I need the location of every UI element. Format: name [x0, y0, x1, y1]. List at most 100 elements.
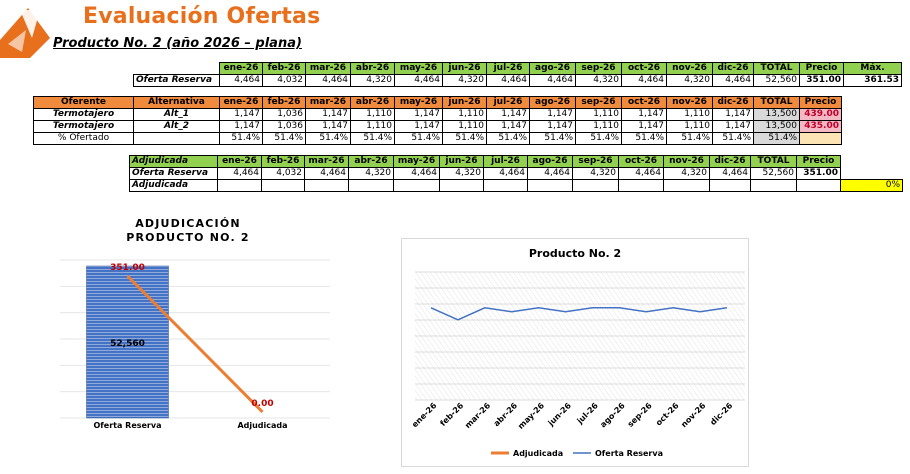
table-cell: 51.4% [486, 132, 530, 145]
page-title: Evaluación Ofertas [83, 4, 321, 29]
table-cell: 1,147 [394, 108, 443, 121]
month-header: jul-26 [483, 155, 528, 168]
month-header: ene-26 [219, 96, 263, 109]
table-row: Adjudicada 0% [129, 179, 903, 192]
price-header: Precio [799, 96, 842, 109]
month-header: abr-26 [348, 155, 394, 168]
month-header: sep-26 [572, 155, 619, 168]
x-tick-label: ago-26 [598, 401, 627, 430]
price-cell: 351.00 [799, 74, 844, 87]
table-cell [393, 179, 440, 192]
month-header: mar-26 [305, 62, 351, 75]
table-cell: 4,464 [621, 74, 667, 87]
award-chart: 52,560 351.00 0.00 Oferta Reserva Adjudicad… [60, 259, 330, 430]
table-header-row: Oferente Alternativa ene-26 feb-26 mar-2… [33, 96, 842, 109]
month-header: ago-26 [527, 155, 573, 168]
month-header: feb-26 [261, 155, 305, 168]
table-cell: 4,464 [618, 167, 664, 180]
page-subtitle: Producto No. 2 (año 2026 – plana) [53, 36, 302, 51]
row-label: Oferta Reserva [129, 167, 218, 180]
table-cell: 4,464 [305, 74, 351, 87]
line-label: 351.00 [110, 263, 145, 273]
alternativa-header: Alternativa [133, 96, 220, 109]
month-header: may-26 [393, 155, 440, 168]
table-cell [841, 156, 903, 168]
table-cell [841, 168, 903, 180]
table-cell: 4,320 [663, 167, 710, 180]
table-cell: 1,110 [442, 108, 487, 121]
table-cell: 1,147 [529, 108, 576, 121]
month-header: feb-26 [262, 62, 306, 75]
table-cell [261, 179, 305, 192]
table-cell: 1,110 [350, 108, 395, 121]
oferente-cell: Termotajero [33, 108, 134, 121]
company-logo [0, 8, 50, 58]
table-cell: 4,464 [393, 167, 440, 180]
table-cell: 1,147 [305, 120, 351, 133]
month-header: ago-26 [529, 62, 576, 75]
table-cell [134, 63, 220, 75]
month-header: may-26 [394, 96, 443, 109]
price-header: Precio [799, 62, 844, 75]
table-cell: 51.4% [575, 132, 622, 145]
table-cell: 4,320 [350, 74, 395, 87]
month-header: dic-26 [712, 62, 754, 75]
table-cell: 51.4% [666, 132, 713, 145]
month-header: oct-26 [618, 155, 664, 168]
series-line-oferta-reserva [430, 307, 728, 321]
table-cell: 1,110 [666, 120, 713, 133]
table-cell: 1,147 [621, 108, 667, 121]
table-cell: 4,320 [572, 167, 619, 180]
month-header: nov-26 [666, 96, 713, 109]
x-tick-label: jun-26 [546, 401, 574, 429]
month-header: abr-26 [350, 96, 395, 109]
alternativa-cell: Alt_2 [133, 120, 220, 133]
month-header: dic-26 [712, 96, 754, 109]
x-tick-label: sep-26 [626, 401, 654, 429]
table-cell: 1,147 [219, 108, 263, 121]
month-header: mar-26 [305, 96, 351, 109]
line-series [126, 274, 264, 414]
month-header: abr-26 [350, 62, 395, 75]
month-header: nov-26 [666, 62, 713, 75]
table-cell: 1,147 [305, 108, 351, 121]
table-cell [133, 132, 220, 145]
table-cell: 4,464 [709, 167, 751, 180]
table-row: Oferta Reserva 4,464 4,032 4,464 4,320 4… [133, 74, 902, 87]
month-header: oct-26 [621, 96, 667, 109]
legend-label: Oferta Reserva [595, 449, 663, 458]
table-cell: 51.4% [305, 132, 351, 145]
x-tick-label: dic-26 [708, 401, 734, 427]
awarded-table: Adjudicada ene-26 feb-26 mar-26 abr-26 m… [129, 155, 903, 192]
pct-label: % Ofertado [33, 132, 134, 145]
total-cell: 52,560 [753, 74, 800, 87]
table-cell [217, 179, 262, 192]
price-header: Precio [796, 155, 841, 168]
table-cell: 1,110 [575, 120, 622, 133]
row-label: Oferta Reserva [133, 74, 220, 87]
month-header: ago-26 [529, 96, 576, 109]
table-cell: 1,147 [712, 108, 754, 121]
table-cell: 4,464 [486, 74, 530, 87]
table-cell: 1,147 [486, 108, 530, 121]
table-cell [618, 179, 664, 192]
table-cell [799, 132, 842, 145]
total-cell: 13,500 [753, 108, 800, 121]
month-header: feb-26 [262, 96, 306, 109]
month-header: jul-26 [486, 96, 530, 109]
table-cell: 1,147 [621, 120, 667, 133]
x-tick-label: may-26 [516, 401, 546, 431]
table-header-row: ene-26 feb-26 mar-26 abr-26 may-26 jun-2… [134, 62, 902, 75]
total-header: TOTAL [753, 62, 800, 75]
price-cell: 351.00 [796, 167, 841, 180]
line-label: 0.00 [251, 399, 273, 409]
table-cell: 1,147 [529, 120, 576, 133]
table-cell: 4,464 [483, 167, 528, 180]
bar-label: 52,560 [110, 339, 145, 349]
table-cell [304, 179, 349, 192]
table-cell: 4,032 [261, 167, 305, 180]
row-label: Adjudicada [129, 179, 218, 192]
table-cell: 1,036 [262, 120, 306, 133]
table-cell [572, 179, 619, 192]
